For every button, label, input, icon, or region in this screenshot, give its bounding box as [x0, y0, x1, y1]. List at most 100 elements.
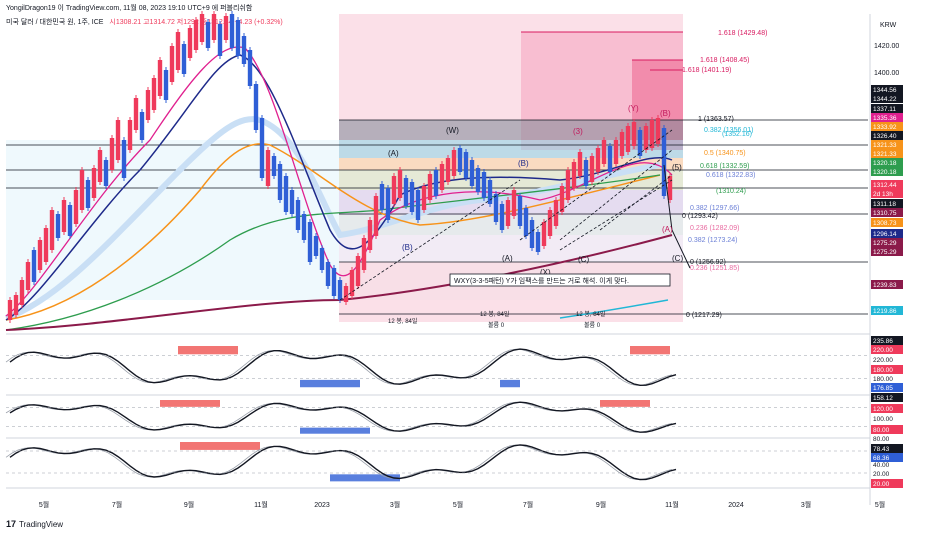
- price-label: 2d 13h: [873, 191, 893, 198]
- candle: [31, 250, 37, 282]
- osc3-oversold: [330, 474, 400, 482]
- candle: [19, 280, 25, 305]
- candle: [193, 20, 199, 50]
- time-tick: 2023: [314, 502, 330, 509]
- footer-brand[interactable]: 17 TradingView: [6, 519, 63, 529]
- candle: [553, 200, 559, 226]
- bars-range-label: 12 봉, 84일: [576, 310, 605, 318]
- candle: [475, 168, 481, 192]
- osc-label: 235.86: [873, 338, 893, 345]
- fib-level-label: (1352.16): [722, 131, 752, 138]
- fib-level-label: 0.382 (1297.66): [690, 205, 739, 212]
- price-label: 1320.18: [873, 169, 897, 176]
- price-label-bg: [871, 149, 903, 158]
- bars-range-label: 12 봉, 84일: [388, 317, 417, 325]
- price-tick: 1400.00: [874, 70, 899, 77]
- candle: [169, 46, 175, 82]
- volume-label: 볼륨 0: [584, 322, 601, 329]
- osc2-overbought: [600, 400, 650, 407]
- candle: [355, 256, 361, 286]
- fib-level-label: 1.618 (1429.48): [718, 30, 767, 37]
- price-label: 1312.44: [873, 182, 897, 189]
- time-tick: 7월: [523, 500, 533, 509]
- candle: [211, 14, 217, 40]
- price-label: 1310.75: [873, 210, 897, 217]
- wave-label: (Y): [628, 104, 639, 113]
- candle: [43, 228, 49, 262]
- candle: [565, 170, 571, 200]
- price-label-bg: [871, 140, 903, 149]
- candle: [217, 24, 223, 56]
- candle: [331, 268, 337, 296]
- price-label: 1321.33: [873, 151, 897, 158]
- candle: [73, 190, 79, 224]
- note-text: WXY(3-3-5패턴) Y가 임팩스를 만드는 거로 해석. 이게 맞다.: [454, 276, 629, 285]
- candle: [451, 150, 457, 176]
- trend-line: [339, 179, 521, 301]
- wave-label: (5): [672, 163, 682, 172]
- oscillator-panes: [5, 346, 870, 482]
- price-label-bg: [871, 199, 903, 208]
- wave-label: (A): [388, 149, 399, 158]
- price-label-bg: [871, 280, 903, 289]
- annotations: 1.618 (1429.48) 1.618 (1408.45) 1.618 (140…: [339, 30, 767, 329]
- fib-level-label: 1 (1363.57): [698, 116, 734, 123]
- candle: [133, 98, 139, 130]
- candle: [229, 14, 235, 48]
- osc-label-bg: [871, 365, 903, 374]
- candle: [13, 295, 19, 315]
- candle: [457, 148, 463, 172]
- candle: [595, 148, 601, 172]
- candle: [7, 300, 13, 320]
- publisher-line: YongilDragon19 이 TradingView.com, 11월 08…: [6, 5, 253, 12]
- wave-label: (A): [502, 254, 513, 263]
- candle: [445, 158, 451, 182]
- candle: [253, 84, 259, 130]
- candle: [319, 248, 325, 270]
- candle: [499, 204, 505, 230]
- osc-label-bg: [871, 404, 903, 413]
- note-box: [449, 273, 671, 287]
- candle: [655, 118, 661, 144]
- wave-label: (C): [672, 254, 683, 263]
- osc-label: 40.00: [873, 462, 890, 469]
- trend-line: [559, 179, 673, 251]
- candle: [559, 186, 565, 212]
- candle: [379, 184, 385, 210]
- tradingview-logo-icon: 17: [6, 519, 17, 529]
- osc-label: 158.12: [873, 395, 893, 402]
- price-label: 1239.83: [873, 282, 897, 289]
- candle: [151, 78, 157, 110]
- osc-label-bg: [871, 383, 903, 392]
- price-label: 1333.92: [873, 124, 897, 131]
- price-label-bg: [871, 131, 903, 140]
- candle: [517, 196, 523, 226]
- candle: [427, 174, 433, 200]
- candle: [487, 180, 493, 204]
- time-tick: 9월: [184, 500, 194, 509]
- currency-label: KRW: [880, 22, 897, 29]
- candle: [67, 205, 73, 236]
- price-label-bg: [871, 85, 903, 94]
- candle: [409, 182, 415, 212]
- price-label: 1326.40: [873, 133, 897, 140]
- fib-zone: [339, 120, 683, 140]
- wave-label: (X): [540, 268, 551, 277]
- fib-zone: [339, 235, 683, 262]
- osc-label: 180.00: [873, 376, 893, 383]
- ma-blue: [5, 54, 673, 321]
- candle: [49, 210, 55, 250]
- price-label: 1344.56: [873, 87, 897, 94]
- wave-label: (C): [578, 255, 589, 264]
- symbol-name[interactable]: 미국 달러 / 대한민국 원, 1주, ICE: [6, 19, 104, 26]
- candle: [91, 168, 97, 198]
- time-tick: 5월: [875, 500, 885, 509]
- osc1-oversold: [300, 379, 360, 388]
- candle: [37, 240, 43, 270]
- price-label: 1311.18: [873, 201, 896, 208]
- osc-label: 220.00: [873, 357, 893, 364]
- candle: [493, 194, 499, 222]
- candle: [589, 156, 595, 182]
- candle: [115, 120, 121, 160]
